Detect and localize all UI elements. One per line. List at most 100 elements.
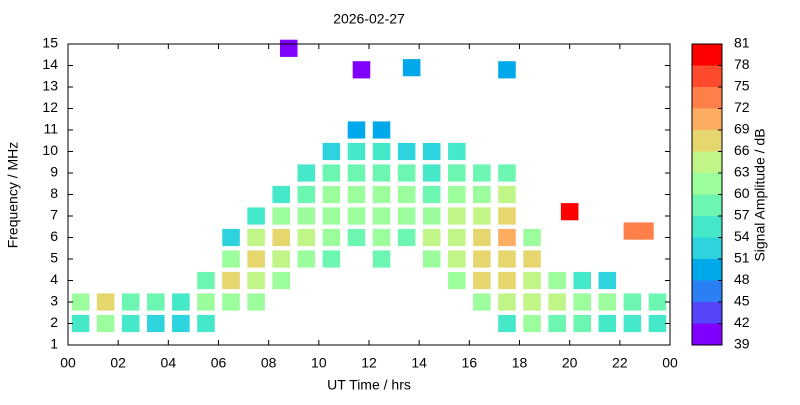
colorbar-band <box>692 302 722 324</box>
colorbar-tick-label: 39 <box>734 336 750 352</box>
data-cell <box>197 314 215 333</box>
colorbar-band <box>692 65 722 87</box>
x-tick-label: 18 <box>512 355 528 371</box>
colorbar-band <box>692 108 722 130</box>
data-cell <box>623 293 642 311</box>
colorbar-tick-label: 63 <box>734 164 750 180</box>
data-cell <box>498 185 516 204</box>
colorbar-tick-label: 51 <box>734 250 750 266</box>
data-cell <box>448 185 466 204</box>
data-cell <box>96 293 115 311</box>
data-cell <box>372 185 391 204</box>
y-tick-label: 3 <box>50 293 58 309</box>
colorbar-tick-label: 78 <box>734 56 750 72</box>
data-cell <box>397 142 416 161</box>
colorbar-band <box>692 237 722 259</box>
colorbar-band <box>692 216 722 238</box>
data-cell <box>523 228 541 247</box>
colorbar-tick-label: 72 <box>734 99 750 115</box>
data-cell <box>473 250 491 268</box>
data-cell <box>297 250 316 268</box>
data-cell <box>197 293 215 311</box>
data-cell <box>372 164 391 182</box>
data-cell <box>172 293 190 311</box>
data-cell <box>71 293 90 311</box>
data-cell <box>523 250 541 268</box>
data-cell <box>448 271 466 290</box>
x-tick-label: 02 <box>110 355 126 371</box>
data-cell <box>422 185 441 204</box>
data-cell <box>573 314 591 333</box>
data-cell <box>272 207 290 225</box>
data-cell <box>372 142 391 161</box>
data-cell <box>560 203 579 221</box>
x-tick-label: 20 <box>562 355 578 371</box>
x-axis-label: UT Time / hrs <box>327 377 411 393</box>
data-cell <box>347 228 366 247</box>
colorbar-band <box>692 130 722 152</box>
data-cell <box>247 250 265 268</box>
colorbar-band <box>692 173 722 195</box>
data-cell <box>397 228 416 247</box>
data-cell <box>247 228 265 247</box>
data-cell <box>598 271 617 290</box>
data-cell <box>121 314 140 333</box>
data-cell <box>322 250 341 268</box>
data-cell <box>623 314 642 333</box>
x-tick-label: 00 <box>60 355 76 371</box>
data-cell <box>473 185 491 204</box>
chart-title: 2026-02-27 <box>333 11 405 27</box>
data-cell <box>71 314 90 333</box>
colorbar-tick-label: 75 <box>734 78 750 94</box>
data-cell <box>297 207 316 225</box>
data-cell <box>272 250 290 268</box>
data-cell <box>498 314 516 333</box>
data-cell <box>297 185 316 204</box>
data-cell <box>523 293 541 311</box>
colorbar-band <box>692 87 722 109</box>
data-cell <box>352 61 371 79</box>
data-cell <box>548 271 566 290</box>
data-cell <box>498 228 516 247</box>
data-cell <box>636 222 654 240</box>
data-cell <box>147 314 165 333</box>
data-cell <box>498 250 516 268</box>
x-tick-label: 00 <box>662 355 678 371</box>
data-cell <box>197 271 215 290</box>
data-cell <box>297 164 316 182</box>
data-cell <box>222 228 240 247</box>
data-cell <box>498 207 516 225</box>
colorbar-band <box>692 323 722 345</box>
data-cell <box>297 228 316 247</box>
colorbar-tick-label: 60 <box>734 185 750 201</box>
x-tick-label: 06 <box>211 355 227 371</box>
data-cell <box>272 185 290 204</box>
data-cell <box>322 164 341 182</box>
colorbar-band <box>692 44 722 66</box>
x-tick-label: 12 <box>361 355 377 371</box>
data-cell <box>648 314 667 333</box>
data-cell <box>222 271 240 290</box>
y-tick-label: 6 <box>50 228 58 244</box>
data-cell <box>473 271 491 290</box>
data-cell <box>573 271 591 290</box>
x-tick-label: 22 <box>612 355 628 371</box>
colorbar-tick-label: 42 <box>734 314 750 330</box>
data-cell <box>372 121 391 139</box>
data-cell <box>448 164 466 182</box>
colorbar-tick-label: 69 <box>734 121 750 137</box>
data-cell <box>347 207 366 225</box>
data-cell <box>422 142 441 161</box>
y-tick-label: 12 <box>42 99 58 115</box>
y-tick-label: 11 <box>43 121 58 137</box>
colorbar-tick-label: 48 <box>734 271 750 287</box>
data-cell <box>498 293 516 311</box>
data-cell <box>347 185 366 204</box>
data-cell <box>372 207 391 225</box>
y-tick-label: 15 <box>42 35 58 51</box>
data-cell <box>96 314 115 333</box>
colorbar-tick-label: 57 <box>734 207 750 223</box>
colorbar-label: Signal Amplitude / dB <box>752 128 768 261</box>
data-cell <box>279 39 298 57</box>
data-cell <box>372 228 391 247</box>
